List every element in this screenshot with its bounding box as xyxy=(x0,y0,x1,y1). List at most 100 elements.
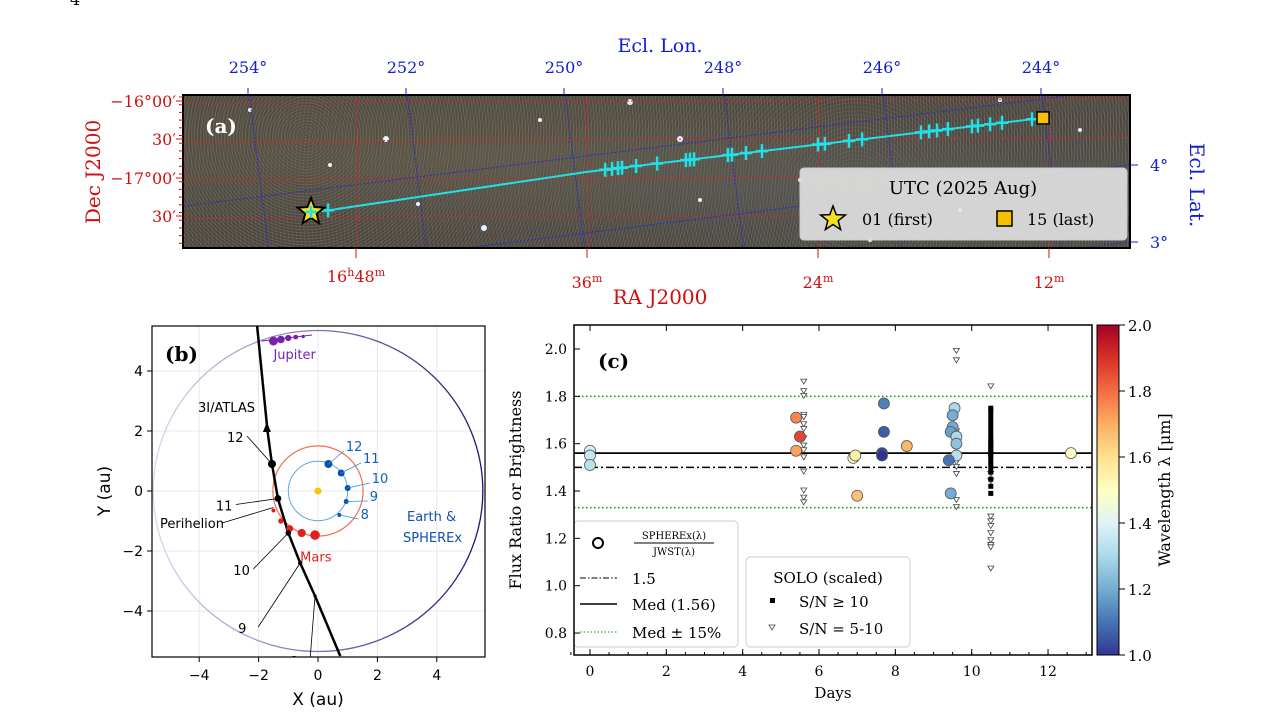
direction-arrow-icon xyxy=(262,422,271,432)
legend-band: Med ± 15% xyxy=(632,624,721,642)
earth-leader xyxy=(340,462,362,474)
y-tick-label: 1.0 xyxy=(545,579,567,595)
solo-low-sn-point xyxy=(952,504,961,511)
x-tick-label: 0 xyxy=(586,664,595,680)
star xyxy=(698,198,702,202)
legend-ratio-denominator: JWST(λ) xyxy=(652,547,695,558)
perihelion-leader xyxy=(221,507,274,524)
ra-tick-ms: m xyxy=(592,272,603,285)
track-marker xyxy=(996,115,1009,130)
legend-square-icon xyxy=(996,210,1013,227)
mars-point xyxy=(310,530,320,540)
track-marker xyxy=(322,203,335,218)
solo-low-sn-point xyxy=(800,388,808,395)
colorbar-tick-label: 1.4 xyxy=(1128,515,1152,533)
atlas-leader xyxy=(246,435,273,465)
solo-low-sn-point xyxy=(952,357,961,364)
ra-tick-hs: h xyxy=(347,266,354,279)
track-marker xyxy=(755,144,768,159)
track-marker xyxy=(971,118,984,133)
dec-tick-label: 30′ xyxy=(152,130,176,149)
x-tick-label: 4 xyxy=(432,668,441,684)
ra-grid-line xyxy=(355,95,359,248)
solo-high-sn-point xyxy=(988,483,994,489)
panel-c-label: (c) xyxy=(598,349,629,373)
atlas-label: 3I/ATLAS xyxy=(198,401,255,416)
y-tick-label: −2 xyxy=(122,544,143,560)
ra-tick-label: 12m xyxy=(1034,272,1065,292)
earth-date-label: 10 xyxy=(372,472,389,487)
legend-ratio-numerator: SPHEREx(λ) xyxy=(642,531,706,542)
colorbar xyxy=(1096,324,1120,656)
y-tick-label: −4 xyxy=(122,604,143,620)
panel-c-plot xyxy=(574,347,1092,572)
last-square-marker xyxy=(1036,111,1050,125)
ra-tick-h: 16 xyxy=(327,267,347,286)
spherex-ratio-point xyxy=(790,411,803,424)
dec-tick-label: −16°00′ xyxy=(110,92,176,111)
solo-high-sn-point xyxy=(988,412,994,418)
colorbar-tick-label: 1.6 xyxy=(1128,449,1152,467)
ecl-lon-title: Ecl. Lon. xyxy=(618,35,703,57)
earth-date-label: 9 xyxy=(370,490,378,505)
atlas-date-label: 12 xyxy=(227,431,244,446)
solo-low-sn-point xyxy=(800,426,808,433)
star xyxy=(481,225,487,231)
solo-low-sn-point xyxy=(800,454,808,461)
atlas-leader xyxy=(257,562,301,628)
track-marker xyxy=(304,205,317,218)
solo-high-sn-point xyxy=(988,490,994,496)
solo-low-sn-point xyxy=(987,523,995,530)
star xyxy=(1078,128,1082,132)
star xyxy=(538,118,542,122)
jupiter-segment xyxy=(261,334,313,342)
legend-star-icon xyxy=(818,203,848,232)
ecl-lat-axis-title: Ecl. Lat. xyxy=(1185,143,1209,228)
earth-orbit xyxy=(287,460,349,522)
star xyxy=(627,99,633,105)
jupiter-point xyxy=(268,336,278,346)
solo-low-sn-point xyxy=(800,378,808,385)
x-axis-title: Days xyxy=(814,684,851,702)
page-number: 4 xyxy=(70,0,80,9)
solo-low-sn-point xyxy=(987,537,995,544)
solo-high-sn-point xyxy=(988,426,994,432)
solo-low-sn-point xyxy=(952,463,961,471)
mars-label: Mars xyxy=(300,551,332,566)
ra-axis-title: RA J2000 xyxy=(613,285,708,309)
track-marker xyxy=(842,133,855,148)
track-marker xyxy=(984,117,997,132)
ecl-lat-tick-label: 4° xyxy=(1150,156,1168,175)
spherex-ratio-point xyxy=(849,449,862,462)
solo-low-sn-point xyxy=(800,447,808,454)
atlas-date-label: 11 xyxy=(216,500,233,515)
track-marker xyxy=(1026,112,1039,127)
star xyxy=(416,202,420,206)
solo-low-sn-point xyxy=(800,494,808,501)
panel-b-label: (b) xyxy=(165,342,198,366)
dec-tick-label: 30′ xyxy=(152,207,176,226)
track-marker xyxy=(688,152,701,167)
solo-low-sn-point xyxy=(952,347,961,355)
solo-high-sn-point xyxy=(988,422,994,428)
legend-circle-icon xyxy=(592,537,604,549)
y-tick-label: 1.4 xyxy=(545,484,567,500)
ecl-lon-tick-label: 252° xyxy=(387,58,426,77)
y-tick-label: 1.8 xyxy=(545,389,567,405)
ecl-lon-tick-label: 248° xyxy=(704,58,743,77)
spherex-ratio-point xyxy=(942,454,955,467)
legend-low-sn: S/N = 5-10 xyxy=(799,620,883,638)
solo-low-sn-point xyxy=(800,392,808,400)
panel-a-frame xyxy=(182,94,1131,249)
x-tick-label: 12 xyxy=(1039,664,1057,680)
x-tick-label: −2 xyxy=(248,668,269,684)
legend-box-2 xyxy=(745,556,911,648)
legend-triangle-icon xyxy=(768,624,776,631)
atlas-leader xyxy=(235,498,278,505)
spherex-ratio-point xyxy=(900,440,913,452)
solo-high-sn-point xyxy=(988,417,994,423)
solo-low-sn-point xyxy=(800,487,808,494)
earth-date-label: 8 xyxy=(361,508,369,523)
ra-tick-label: 24m xyxy=(803,272,834,292)
solo-low-sn-point xyxy=(987,513,995,520)
